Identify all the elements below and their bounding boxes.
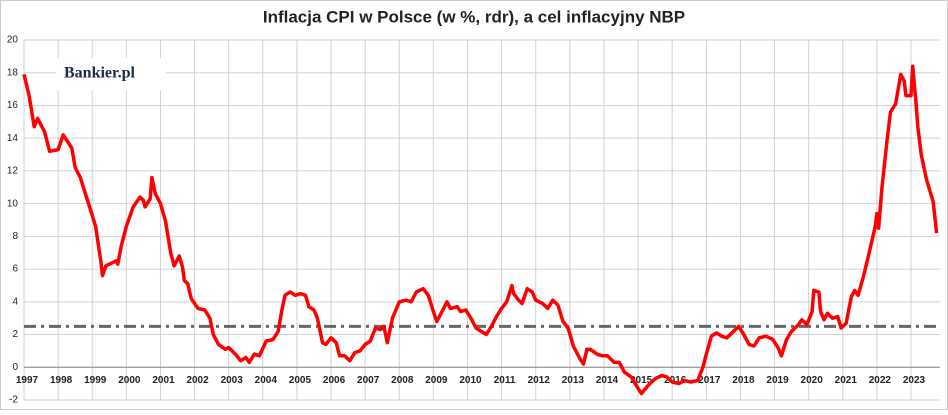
y-tick-label: 4 <box>12 296 18 307</box>
x-tick-label: 2006 <box>323 375 346 386</box>
x-tick-label: 2023 <box>903 375 926 386</box>
x-tick-label: 2007 <box>357 375 380 386</box>
x-tick-label: 2008 <box>391 375 414 386</box>
y-tick-label: 6 <box>12 264 18 275</box>
y-tick-label: 16 <box>7 100 19 111</box>
x-tick-label: 2021 <box>835 375 858 386</box>
logo-box <box>56 58 166 90</box>
x-tick-label: 2022 <box>869 375 892 386</box>
series-line <box>22 64 939 396</box>
x-tick-label: 2011 <box>494 375 516 386</box>
x-tick-label: 2001 <box>152 375 175 386</box>
y-tick-label: 10 <box>7 198 19 209</box>
chart-title: Inflacja CPI w Polsce (w %, rdr), a cel … <box>263 7 685 26</box>
logo: Bankier.pl <box>64 65 136 82</box>
y-tick-label: 14 <box>7 133 19 144</box>
x-tick-label: 1997 <box>16 375 39 386</box>
x-tick-label: 2009 <box>425 375 448 386</box>
x-tick-label: 2003 <box>221 375 244 386</box>
y-tick-label: 8 <box>12 231 18 242</box>
x-tick-label: 2018 <box>732 375 755 386</box>
y-tick-label: 20 <box>7 35 19 46</box>
x-tick-label: 2016 <box>664 375 687 386</box>
x-tick-label: 2002 <box>186 375 209 386</box>
y-tick-label: 0 <box>12 362 18 373</box>
y-tick-label: 18 <box>7 67 19 78</box>
y-tick-label: -2 <box>9 395 18 406</box>
x-tick-label: 1998 <box>50 375 73 386</box>
x-tick-label: 2013 <box>562 375 585 386</box>
x-tick-label: 2014 <box>596 375 619 386</box>
x-tick-label: 2017 <box>698 375 721 386</box>
x-tick-label: 2004 <box>255 375 278 386</box>
x-tick-label: 1999 <box>84 375 107 386</box>
x-tick-label: 2019 <box>766 375 789 386</box>
x-tick-label: 2020 <box>801 375 824 386</box>
x-tick-label: 2000 <box>118 375 141 386</box>
y-tick-label: 2 <box>12 329 18 340</box>
x-tick-label: 2012 <box>528 375 551 386</box>
x-tick-label: 2015 <box>630 375 653 386</box>
x-tick-label: 2010 <box>459 375 482 386</box>
y-tick-label: 12 <box>7 166 19 177</box>
x-tick-label: 2005 <box>289 375 312 386</box>
